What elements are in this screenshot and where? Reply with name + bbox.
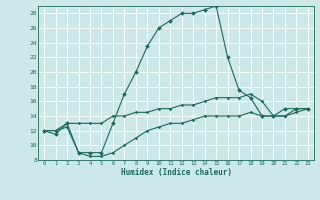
X-axis label: Humidex (Indice chaleur): Humidex (Indice chaleur) [121,168,231,177]
